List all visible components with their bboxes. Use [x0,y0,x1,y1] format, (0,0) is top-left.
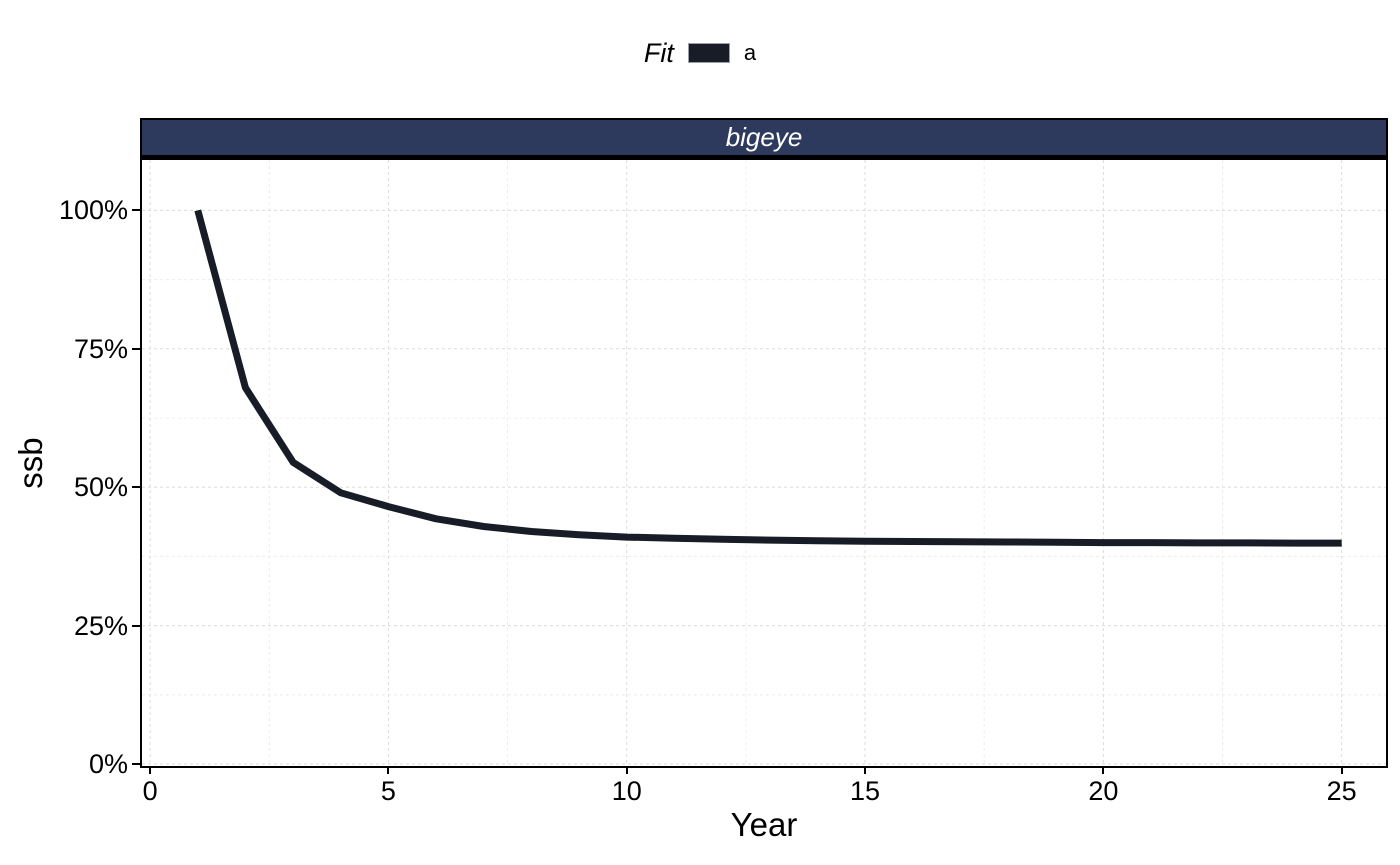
x-axis-tick [1102,766,1105,774]
series-line-a [194,209,1342,547]
y-tick-label: 100% [58,195,128,226]
x-axis-tick [1340,766,1343,774]
y-axis-tick [132,624,140,627]
y-tick-label: 50% [73,472,128,503]
legend-item-label: a [743,40,757,65]
x-axis-tick [864,766,867,774]
x-tick-label: 10 [611,776,642,806]
x-axis-title: Year [730,806,798,843]
y-axis-title: ssb [12,437,49,489]
y-axis-tick [132,763,140,766]
y-tick-label: 75% [73,333,128,364]
y-axis-tick [132,486,140,489]
legend: Fit a [0,38,1400,68]
x-axis-tick [387,766,390,774]
legend-title: Fit [643,37,674,68]
x-tick-label: 0 [142,776,158,806]
x-axis-tick [625,766,628,774]
y-axis-tick [132,209,140,212]
x-tick-label: 5 [380,776,396,806]
x-tick-label: 20 [1088,776,1119,806]
legend-key-swatch [687,43,730,63]
y-tick-label: 0% [88,749,128,780]
x-tick-label: 25 [1326,776,1357,806]
y-axis-tick [132,347,140,350]
facet-strip-label: bigeye [725,122,803,152]
y-tick-label: 25% [73,610,128,641]
plot-area-svg [142,160,1386,766]
x-axis-tick [149,766,152,774]
plot-panel [140,158,1388,768]
facet-strip: bigeye [140,118,1388,158]
x-tick-label: 15 [850,776,881,806]
